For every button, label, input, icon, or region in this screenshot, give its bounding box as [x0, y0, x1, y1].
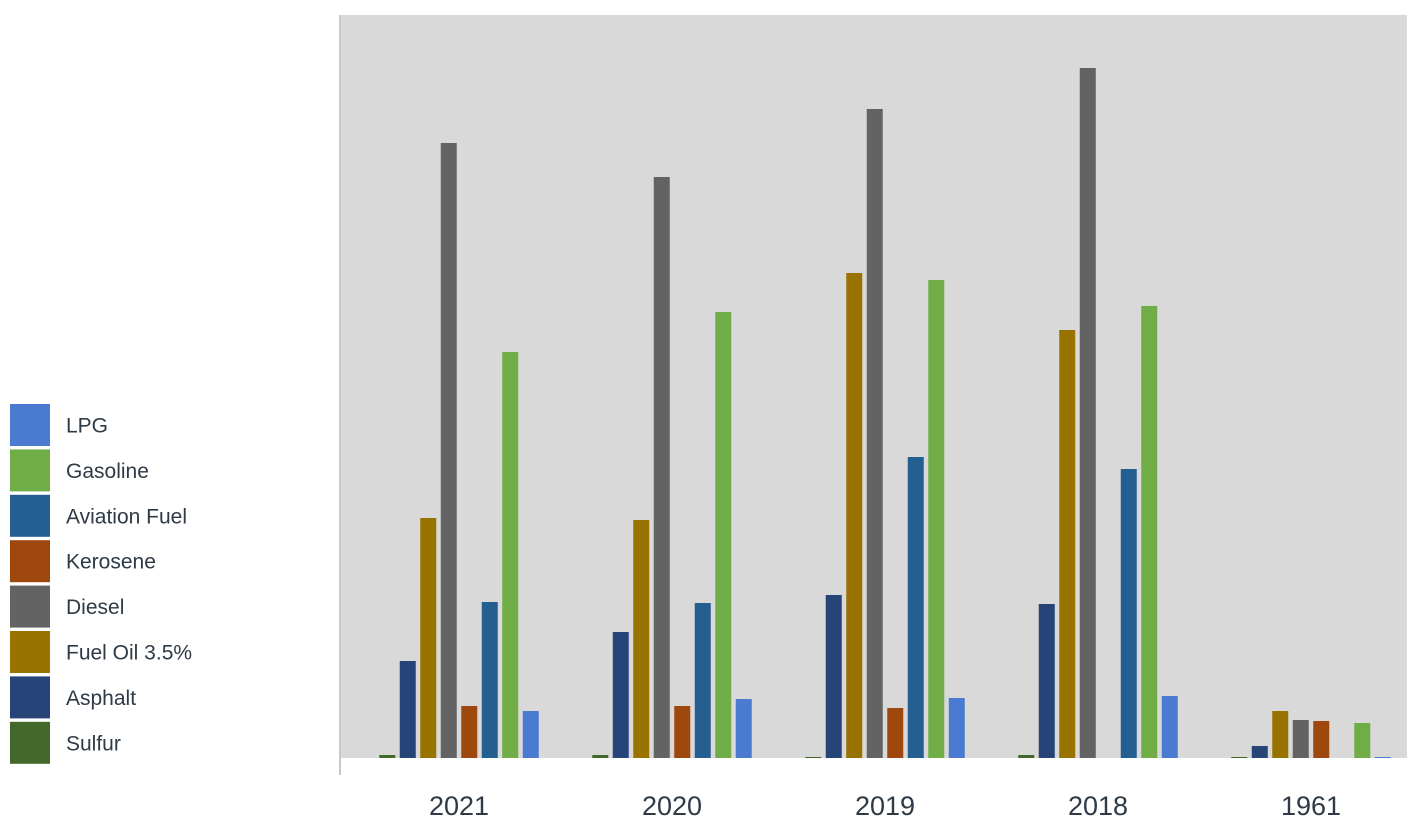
legend-label: Sulfur [66, 732, 121, 755]
bar [805, 757, 822, 758]
bar [1018, 755, 1035, 758]
bar [735, 699, 752, 758]
bar [1231, 757, 1248, 758]
x-tick-label: 2021 [429, 791, 489, 821]
bar [399, 661, 416, 758]
bar [694, 603, 711, 758]
bar [1374, 757, 1391, 758]
bar [420, 518, 437, 758]
x-tick-label: 2020 [642, 791, 702, 821]
legend-label: Fuel Oil 3.5% [66, 642, 192, 665]
x-tick-label: 2018 [1068, 791, 1128, 821]
bar [1354, 723, 1371, 758]
bar [907, 457, 924, 758]
bar [1292, 720, 1309, 758]
x-tick-label: 2019 [855, 791, 915, 821]
bar [633, 520, 650, 758]
bar [1251, 746, 1268, 758]
bar [502, 352, 519, 758]
bar [379, 755, 396, 758]
bar [1141, 306, 1158, 758]
legend-swatch [10, 404, 50, 446]
bar [612, 632, 629, 758]
legend-label: Kerosene [66, 551, 156, 574]
bar [461, 706, 478, 758]
bar [653, 177, 670, 758]
bar [1272, 711, 1289, 758]
legend-swatch [10, 449, 50, 492]
legend-label: Aviation Fuel [66, 505, 187, 528]
bar [1038, 604, 1055, 758]
bar [1120, 469, 1137, 758]
bar [522, 711, 539, 758]
legend-label: Asphalt [66, 687, 136, 710]
bar [715, 312, 732, 758]
bar [887, 708, 904, 758]
legend-label: Diesel [66, 596, 124, 619]
legend-label: LPG [66, 415, 108, 438]
bar [866, 109, 883, 758]
legend-label: Gasoline [66, 460, 149, 483]
bar [1059, 330, 1076, 758]
bar [948, 698, 965, 758]
legend-swatch [10, 494, 50, 537]
bar [928, 280, 945, 758]
bar [674, 706, 691, 758]
legend-swatch [10, 721, 50, 764]
bar [1313, 721, 1330, 758]
legend-swatch [10, 631, 50, 673]
bar [825, 595, 842, 758]
legend-swatch [10, 585, 50, 628]
bar [1079, 68, 1096, 758]
bar [481, 602, 498, 758]
legend-swatch [10, 540, 50, 583]
bar [440, 143, 457, 758]
x-tick-label: 1961 [1281, 791, 1341, 821]
bar [846, 273, 863, 758]
legend-swatch [10, 676, 50, 719]
bar [1161, 696, 1178, 758]
bar [592, 755, 609, 758]
